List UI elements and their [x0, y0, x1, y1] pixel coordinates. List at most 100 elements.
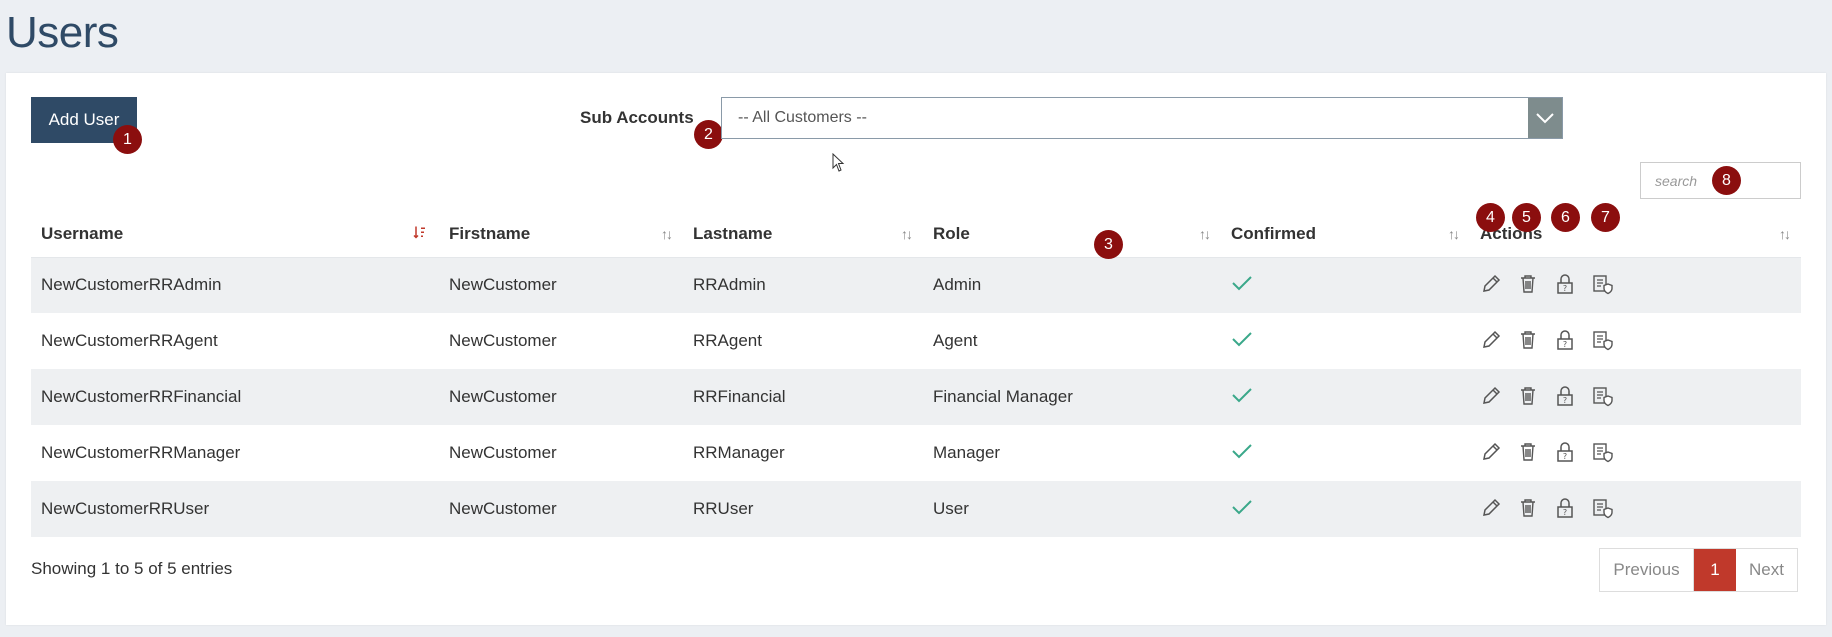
permissions-icon [1591, 385, 1628, 407]
edit-button[interactable] [1480, 329, 1517, 353]
table-row: NewCustomerRRAdmin NewCustomer RRAdmin Admi… [31, 257, 1801, 313]
permissions-button[interactable] [1591, 329, 1628, 353]
users-card: Add User 1 Sub Accounts 2 -- All Custome… [6, 73, 1826, 625]
cell-actions: ? [1470, 313, 1801, 369]
password-lock-icon: ? [1554, 385, 1591, 407]
password-lock-button[interactable]: ? [1554, 273, 1591, 297]
cell-role: Financial Manager [923, 369, 1221, 425]
edit-button[interactable] [1480, 273, 1517, 297]
column-header-confirmed[interactable]: Confirmed ↑↓ [1221, 211, 1470, 258]
cell-lastname: RRAgent [693, 331, 762, 350]
permissions-icon [1591, 273, 1628, 295]
delete-icon [1517, 329, 1554, 351]
delete-button[interactable] [1517, 441, 1554, 465]
cell-lastname: RRUser [683, 481, 923, 537]
sort-icon[interactable]: ↑↓ [1448, 225, 1460, 242]
sub-accounts-select[interactable]: -- All Customers -- [721, 97, 1563, 139]
cell-firstname: NewCustomer [439, 257, 683, 313]
edit-icon [1480, 497, 1517, 519]
delete-button[interactable] [1517, 273, 1554, 297]
column-header-label: Confirmed [1231, 223, 1316, 243]
column-header-label: Role [933, 223, 970, 243]
delete-icon [1517, 273, 1554, 295]
cell-role: Agent [933, 331, 978, 350]
edit-button[interactable] [1480, 497, 1517, 521]
svg-text:?: ? [1563, 340, 1567, 349]
delete-button[interactable] [1517, 329, 1554, 353]
cell-firstname: NewCustomer [449, 331, 557, 350]
cell-confirmed [1221, 369, 1470, 425]
table-row: NewCustomerRRManager NewCustomer RRManager… [31, 425, 1801, 481]
permissions-icon [1591, 497, 1628, 519]
sort-icon[interactable]: ↑↓ [661, 225, 673, 242]
pagination-page-current[interactable]: 1 [1694, 549, 1736, 591]
callout-badge-7: 7 [1591, 203, 1620, 232]
cell-actions: ? [1470, 481, 1801, 537]
cell-role: Manager [933, 443, 1001, 462]
table-row: NewCustomerRRFinancial NewCustomer RRFinan… [31, 369, 1801, 425]
cell-actions: ? [1470, 369, 1801, 425]
delete-button[interactable] [1517, 385, 1554, 409]
sort-desc-icon[interactable] [413, 225, 427, 242]
column-header-lastname[interactable]: Lastname ↑↓ [683, 211, 923, 258]
pagination: Previous 1 Next [1599, 548, 1798, 592]
column-header-username[interactable]: Username [31, 211, 439, 258]
edit-button[interactable] [1480, 441, 1517, 465]
edit-button[interactable] [1480, 385, 1517, 409]
svg-text:?: ? [1563, 508, 1567, 517]
cell-username: NewCustomerRRAdmin [31, 257, 439, 313]
callout-badge-6: 6 [1551, 203, 1580, 232]
chevron-down-icon[interactable] [1528, 98, 1562, 138]
delete-icon [1517, 441, 1554, 463]
password-lock-button[interactable]: ? [1554, 497, 1591, 521]
delete-icon [1517, 385, 1554, 407]
password-lock-icon: ? [1554, 441, 1591, 463]
permissions-button[interactable] [1591, 497, 1628, 521]
callout-badge-2: 2 [694, 120, 723, 149]
sub-accounts-label: Sub Accounts [580, 108, 694, 127]
permissions-button[interactable] [1591, 385, 1628, 409]
sort-icon[interactable]: ↑↓ [1199, 225, 1211, 242]
password-lock-button[interactable]: ? [1554, 329, 1591, 353]
password-lock-button[interactable]: ? [1554, 441, 1591, 465]
password-lock-button[interactable]: ? [1554, 385, 1591, 409]
check-icon [1231, 384, 1253, 409]
svg-text:?: ? [1563, 284, 1567, 293]
add-user-button[interactable]: Add User [31, 97, 137, 143]
permissions-button[interactable] [1591, 273, 1628, 297]
edit-icon [1480, 385, 1517, 407]
password-lock-icon: ? [1554, 497, 1591, 519]
cell-firstname: NewCustomer [449, 443, 557, 462]
sub-accounts-selected-value: -- All Customers -- [738, 109, 867, 126]
table-row: NewCustomerRRUser NewCustomer RRUser User? [31, 481, 1801, 537]
mouse-cursor-icon [832, 152, 846, 178]
pagination-previous[interactable]: Previous [1600, 549, 1694, 591]
pagination-next[interactable]: Next [1749, 560, 1784, 579]
cell-confirmed [1221, 481, 1470, 537]
column-header-label: Username [41, 223, 124, 243]
check-icon [1231, 328, 1253, 353]
edit-icon [1480, 273, 1517, 295]
sort-icon[interactable]: ↑↓ [901, 225, 913, 242]
permissions-button[interactable] [1591, 441, 1628, 465]
column-header-firstname[interactable]: Firstname ↑↓ [439, 211, 683, 258]
table-row: NewCustomerRRAgent NewCustomer RRAgent Agen… [31, 313, 1801, 369]
column-header-role[interactable]: Role ↑↓ [923, 211, 1221, 258]
delete-button[interactable] [1517, 497, 1554, 521]
svg-text:?: ? [1563, 452, 1567, 461]
entries-info: Showing 1 to 5 of 5 entries [31, 559, 233, 578]
cell-lastname: RRFinancial [683, 369, 923, 425]
cell-firstname: NewCustomer [439, 481, 683, 537]
edit-icon [1480, 441, 1517, 463]
cell-lastname: RRAdmin [683, 257, 923, 313]
cell-username: NewCustomerRRUser [31, 481, 439, 537]
edit-icon [1480, 329, 1517, 351]
cell-username: NewCustomerRRManager [41, 443, 241, 462]
cell-lastname: RRManager [693, 443, 785, 462]
sort-icon[interactable]: ↑↓ [1779, 225, 1791, 242]
callout-badge-3: 3 [1094, 230, 1123, 259]
permissions-icon [1591, 329, 1628, 351]
column-header-label: Lastname [693, 223, 773, 243]
page-title: Users [6, 8, 119, 57]
cell-actions: ? [1470, 425, 1801, 481]
